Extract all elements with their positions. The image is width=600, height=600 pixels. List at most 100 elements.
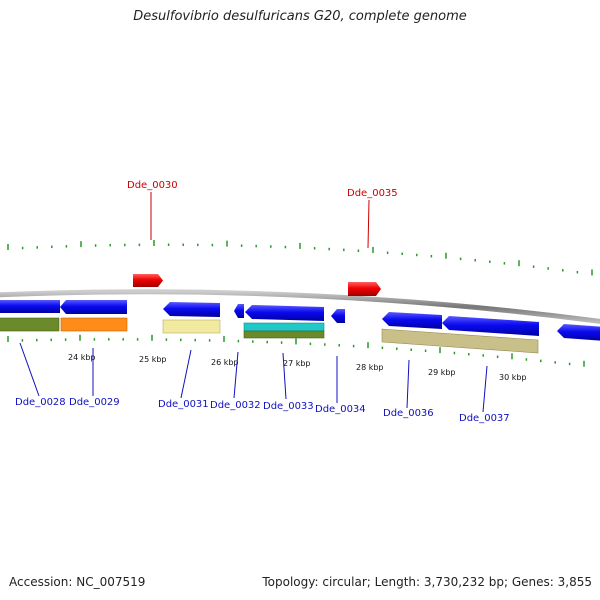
gene-dde-0030[interactable] <box>133 274 163 287</box>
tick-label: 25 kbp <box>139 355 167 364</box>
minor-tick <box>208 339 211 342</box>
outer-tick-marks <box>7 240 593 276</box>
minor-tick <box>21 246 24 250</box>
gene-label-dde-0037: Dde_0037 <box>459 413 510 424</box>
major-tick <box>439 347 441 354</box>
minor-tick <box>338 344 340 347</box>
gene-dde-0035[interactable] <box>348 282 381 296</box>
minor-tick <box>93 338 96 341</box>
minor-tick <box>401 252 403 256</box>
minor-tick <box>270 245 272 248</box>
gene-label-dde-0028: Dde_0028 <box>15 397 66 408</box>
minor-tick <box>343 248 345 252</box>
minor-tick <box>165 338 168 341</box>
accession-label: Accession: NC_007519 <box>9 575 146 589</box>
minor-tick <box>64 338 67 341</box>
domain-bar <box>381 328 539 354</box>
minor-tick <box>36 246 38 249</box>
minor-tick <box>468 352 470 356</box>
minor-tick <box>255 244 257 248</box>
domain-bar <box>243 322 325 332</box>
minor-tick <box>547 267 549 270</box>
minor-tick <box>540 359 542 363</box>
gene-label-dde-0029: Dde_0029 <box>69 397 120 408</box>
domain-bar <box>162 319 221 334</box>
major-tick <box>511 353 513 360</box>
minor-tick <box>36 338 38 342</box>
gene-next[interactable] <box>557 324 600 341</box>
minor-tick <box>50 338 52 342</box>
gene-dde-0033[interactable] <box>245 305 324 321</box>
minor-tick <box>525 358 528 361</box>
major-tick <box>372 246 374 253</box>
minor-tick <box>240 244 243 247</box>
gene-dde-0032[interactable] <box>234 304 244 318</box>
genome-title: Desulfovibrio desulfuricans G20, complet… <box>133 9 467 24</box>
tick-label: 29 kbp <box>428 368 456 377</box>
minor-tick <box>482 354 484 357</box>
minor-tick <box>194 338 196 342</box>
minor-tick <box>136 338 139 341</box>
scale-labels: 24 kbp 25 kbp 26 kbp 27 kbp 28 kbp 29 kb… <box>68 353 527 382</box>
major-tick <box>79 334 81 341</box>
tick-label: 30 kbp <box>499 373 527 382</box>
gene-label-dde-0030: Dde_0030 <box>127 180 178 191</box>
minor-tick <box>532 265 535 268</box>
gene-label-dde-0035: Dde_0035 <box>347 188 398 199</box>
minor-tick <box>459 257 462 261</box>
domain-bar <box>243 330 325 339</box>
genome-summary: Topology: circular; Length: 3,730,232 bp… <box>262 575 592 589</box>
major-tick <box>583 360 585 367</box>
minor-tick <box>352 344 355 348</box>
minor-tick <box>313 247 316 250</box>
minor-tick <box>197 243 199 247</box>
minor-tick <box>489 260 491 264</box>
gene-dde-0029[interactable] <box>60 300 127 314</box>
major-tick <box>367 342 369 349</box>
minor-tick <box>324 343 326 346</box>
minor-tick <box>357 249 360 253</box>
tick-label: 28 kbp <box>356 363 384 372</box>
minor-tick <box>381 346 384 350</box>
domain-bar <box>0 317 60 332</box>
minor-tick <box>108 338 110 341</box>
minor-tick <box>416 253 418 257</box>
gene-dde-0028[interactable] <box>0 300 60 313</box>
major-tick <box>151 334 153 341</box>
minor-tick <box>211 243 214 247</box>
minor-tick <box>109 243 111 247</box>
gene-dde-0034[interactable] <box>331 309 345 323</box>
major-tick <box>80 241 82 248</box>
minor-tick <box>138 243 141 247</box>
major-tick <box>299 242 301 249</box>
tick-label: 26 kbp <box>211 358 239 367</box>
minor-tick <box>410 348 412 352</box>
minor-tick <box>182 243 184 247</box>
major-tick <box>7 244 9 250</box>
gene-dde-0036[interactable] <box>382 312 442 329</box>
minor-tick <box>396 347 398 351</box>
minor-tick <box>568 362 571 366</box>
minor-tick <box>122 338 124 341</box>
minor-tick <box>474 259 476 262</box>
minor-tick <box>424 349 427 353</box>
gene-label-dde-0031: Dde_0031 <box>158 399 209 410</box>
major-tick <box>445 252 447 259</box>
gene-dde-0031[interactable] <box>163 302 220 317</box>
minor-tick <box>266 340 268 344</box>
tick-label: 24 kbp <box>68 353 96 362</box>
minor-tick <box>309 342 312 346</box>
gene-label-dde-0034: Dde_0034 <box>315 404 366 415</box>
gene-label-dde-0036: Dde_0036 <box>383 408 434 419</box>
gene-label-dde-0033: Dde_0033 <box>263 401 314 412</box>
gene-dde-0037[interactable] <box>442 316 539 336</box>
minor-tick <box>430 254 433 258</box>
minor-tick <box>65 245 68 248</box>
major-tick <box>7 336 9 342</box>
domain-bars <box>0 317 539 354</box>
minor-tick <box>562 269 564 272</box>
minor-tick <box>496 355 499 358</box>
minor-tick <box>284 245 287 249</box>
minor-tick <box>280 341 283 344</box>
